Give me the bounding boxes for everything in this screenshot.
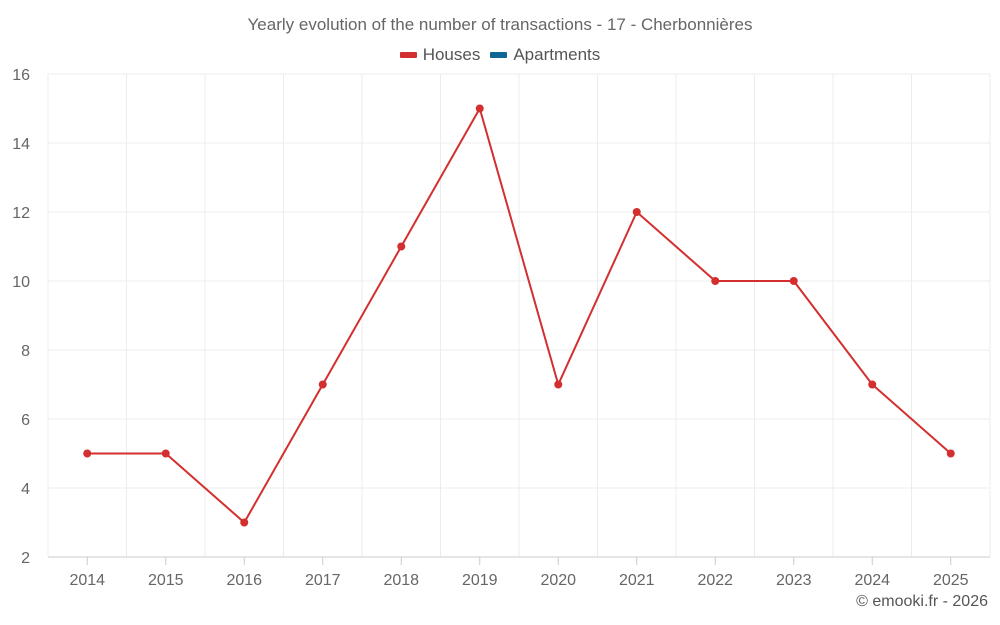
series [83,104,955,527]
data-point-houses[interactable] [554,380,563,389]
x-tick-label: 2019 [462,572,498,589]
data-point-houses[interactable] [318,380,327,389]
data-point-houses[interactable] [711,277,720,285]
data-point-houses[interactable] [83,449,92,458]
legend-swatch-apartments [490,52,508,58]
x-tick-label: 2014 [69,572,105,589]
legend-entry-apartments[interactable]: Apartments [490,45,600,65]
y-tick-label: 12 [12,205,30,222]
data-point-houses[interactable] [632,208,641,216]
y-tick-label: 4 [21,481,30,498]
series-line-houses [87,107,952,524]
x-tick-label: 2016 [226,572,262,589]
legend: Houses Apartments [0,45,1000,65]
x-tick-label: 2021 [619,572,655,589]
legend-swatch-houses [399,52,417,58]
x-tick-label: 2020 [540,572,576,589]
y-tick-label: 14 [12,136,30,153]
data-point-houses[interactable] [789,277,798,285]
data-point-houses[interactable] [161,449,170,458]
x-tick-label: 2017 [305,572,341,589]
data-point-houses[interactable] [475,104,484,113]
copyright-text: © emooki.fr - 2026 [856,593,988,610]
data-point-houses[interactable] [946,449,955,458]
x-tick-label: 2023 [776,572,812,589]
chart-title: Yearly evolution of the number of transa… [247,15,753,34]
legend-label-houses: Houses [422,45,481,64]
y-tick-label: 10 [12,274,30,291]
x-tick-label: 2018 [383,572,419,589]
y-tick-label: 6 [21,412,30,429]
x-tick-label: 2015 [148,572,184,589]
x-tick-label: 2022 [697,572,733,589]
data-point-houses[interactable] [868,380,877,389]
legend-entry-houses[interactable]: Houses [399,45,481,65]
y-tick-label: 8 [21,343,30,360]
data-point-houses[interactable] [397,242,406,251]
data-point-houses[interactable] [240,518,249,527]
x-tick-label: 2024 [854,572,890,589]
x-tick-label: 2025 [933,572,969,589]
y-tick-label: 16 [12,67,30,84]
axes: 2 4 6 8 10 12 14 16 2014 2015 2016 2017 2018 2019 2020… [12,67,990,589]
grid [47,73,991,557]
legend-label-apartments: Apartments [513,45,601,64]
y-tick-label: 2 [21,550,30,567]
